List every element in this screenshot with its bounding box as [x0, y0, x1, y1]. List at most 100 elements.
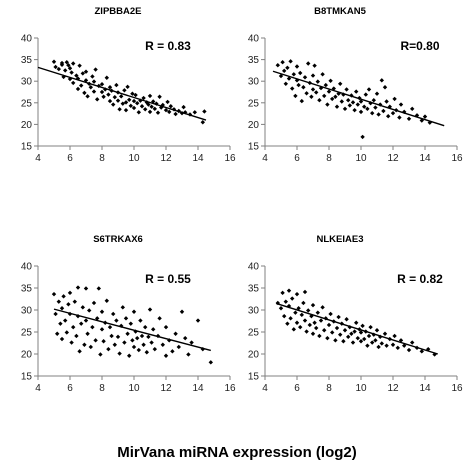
- panel-3-data-point: [112, 342, 117, 347]
- panel-1-data-point: [107, 85, 113, 90]
- scatter-panel-4: NLKEIAE3 15 20 25 30 35 40 4 6 8 10 12 14 16 R = 0.82: [248, 234, 463, 394]
- panel-1-data-point: [120, 101, 125, 106]
- panel-3-data-point: [93, 338, 98, 343]
- panel-3-data-point: [139, 333, 145, 339]
- panel-3-trend-line: [53, 308, 211, 352]
- panel-3-data-point: [170, 349, 175, 354]
- panel-3-data-point: [90, 324, 95, 330]
- panel-1-data-point: [95, 97, 100, 102]
- panel-3-data-point: [106, 346, 111, 352]
- panel-2-x-tick-label: 6: [294, 153, 300, 164]
- panel-2-data-point: [354, 89, 359, 94]
- scatter-panel-1: ZIPBBA2E 15 20 25 30 35 40 4 6 8 10 12 14 16 R = 0.83: [21, 6, 236, 164]
- panel-4-data-point: [390, 342, 396, 347]
- panel-2-data-point: [286, 76, 292, 81]
- panel-4-data-point: [374, 328, 380, 333]
- panel-1-data-point: [63, 68, 68, 73]
- panel-2-data-point: [376, 112, 381, 117]
- panel-3-data-point: [208, 360, 213, 365]
- panel-2-data-point: [358, 109, 364, 115]
- panel-3-data-point: [135, 335, 140, 341]
- panel-2-data-point: [298, 70, 303, 76]
- panel-4-data-point: [358, 339, 364, 344]
- panel-4-y-tick-label: 30: [248, 306, 260, 317]
- panel-2-data-point: [275, 63, 280, 68]
- panel-2-data-point: [379, 78, 384, 83]
- panel-3-data-point: [69, 340, 74, 345]
- panel-2-data-point: [296, 82, 301, 88]
- panel-1-data-point: [114, 82, 119, 88]
- panel-1-data-point: [168, 104, 173, 109]
- panel-3-data-point: [85, 331, 90, 336]
- panel-3-data-point: [75, 285, 81, 290]
- panel-1-title: ZIPBBA2E: [95, 6, 142, 17]
- panel-4-data-point: [312, 320, 317, 325]
- panel-4-data-point: [358, 330, 364, 335]
- panel-2-x-tick-label: 16: [451, 153, 463, 164]
- panel-1-x-tick-label: 4: [35, 153, 41, 164]
- panel-3-data-point: [95, 316, 100, 321]
- panel-4-data-point: [336, 314, 341, 320]
- panel-2-data-point: [309, 94, 314, 99]
- panel-2-data-point: [406, 116, 412, 121]
- panel-2-data-point: [310, 87, 316, 92]
- panel-1-data-point: [90, 74, 95, 79]
- panel-4-data-point: [302, 318, 308, 323]
- panel-3-data-point: [99, 327, 105, 332]
- panel-4-data-point: [334, 325, 340, 331]
- panel-2-trend-line: [272, 70, 445, 127]
- panel-3-data-point: [163, 324, 169, 330]
- panel-2-x-tick-label: 12: [387, 153, 399, 164]
- panel-3-data-point: [59, 306, 65, 311]
- panel-1-data-point: [75, 86, 81, 92]
- panel-2-data-point: [410, 106, 415, 112]
- panel-3-data-point: [179, 309, 185, 314]
- panel-4-data-point: [283, 299, 288, 304]
- panel-3-data-point: [195, 318, 201, 323]
- panel-4-data-point: [286, 288, 292, 293]
- panel-2-data-point: [330, 96, 335, 102]
- panel-4-data-point: [362, 336, 367, 342]
- panel-2-data-point: [363, 92, 368, 97]
- panel-2-y-tick-label: 25: [248, 98, 260, 109]
- panel-3-data-point: [79, 321, 84, 326]
- panel-1-data-point: [64, 59, 69, 65]
- panel-2-data-point: [355, 102, 360, 107]
- panel-4-data-point: [355, 335, 360, 341]
- panel-4-data-point: [314, 325, 319, 331]
- panel-1-x-tick-label: 8: [99, 153, 105, 164]
- panel-2-data-point: [422, 114, 428, 119]
- figure-x-axis-label: MirVana miRNA expression (log2): [117, 444, 357, 461]
- panel-2-data-point: [350, 100, 356, 105]
- panel-3-y-tick-label: 40: [21, 262, 33, 273]
- panel-2-data-point: [360, 134, 365, 140]
- panel-1-data-point: [107, 98, 113, 104]
- panel-4-data-point: [370, 340, 375, 345]
- panel-4-data-point: [410, 340, 415, 345]
- panel-3-data-point: [173, 331, 178, 336]
- panel-1-data-point: [192, 110, 197, 115]
- panel-2-data-point: [392, 96, 397, 102]
- panel-3-data-point: [55, 331, 60, 336]
- panel-4-data-point: [288, 316, 293, 321]
- panel-2-data-point: [288, 59, 293, 64]
- panel-2-data-point: [347, 103, 352, 108]
- panel-1-data-point: [53, 64, 58, 70]
- panel-1-data-point: [133, 92, 138, 98]
- panel-1-data-point: [131, 98, 137, 104]
- panel-1-data-point: [67, 66, 73, 71]
- panel-2-data-point: [384, 99, 389, 104]
- panel-1-data-point: [99, 89, 105, 95]
- panel-3-data-point: [136, 347, 141, 353]
- panel-1-data-point: [152, 106, 157, 112]
- panel-4-data-point: [322, 328, 327, 333]
- panel-2-data-point: [419, 118, 424, 123]
- panel-1-data-point: [112, 94, 117, 100]
- panel-3-data-point: [58, 321, 63, 326]
- panel-3-data-point: [117, 351, 122, 356]
- panel-3-data-point: [61, 294, 66, 299]
- panel-2-x-tick-label: 14: [419, 153, 431, 164]
- panel-1-data-point: [131, 105, 137, 111]
- panel-4-data-point: [349, 331, 354, 336]
- panel-2-data-point: [382, 85, 388, 90]
